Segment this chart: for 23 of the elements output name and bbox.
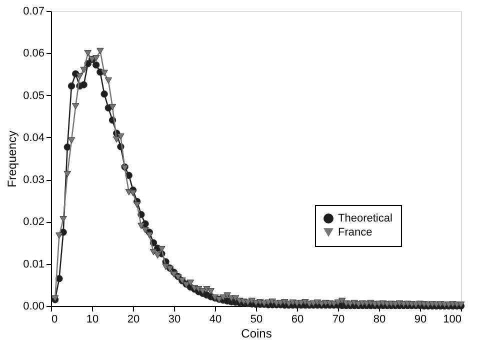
legend-label: France [338,226,372,238]
x-tick-label: 10 [86,314,99,326]
y-tick-label: 0.03 [23,174,44,186]
x-tick-label: 80 [373,314,386,326]
x-tick-label: 90 [414,314,427,326]
y-tick-label: 0.05 [23,90,44,102]
x-tick-label: 20 [127,314,140,326]
legend-label: Theoretical [338,212,392,224]
x-tick-label: 30 [168,314,181,326]
x-tick-label: 50 [250,314,263,326]
x-tick-label: 70 [332,314,345,326]
y-tick-label: 0.00 [23,300,44,312]
y-tick-label: 0.01 [23,258,44,270]
x-tick-label: 0 [52,314,58,326]
y-tick-label: 0.04 [23,132,44,144]
y-tick-label: 0.02 [23,216,44,228]
x-tick-label: 60 [291,314,304,326]
y-tick-label: 0.07 [23,6,44,18]
y-axis-title: Frequency [5,130,20,188]
x-tick-label: 100 [443,314,462,326]
x-tick-label: 40 [209,314,222,326]
x-axis-title: Coins [241,326,272,340]
y-tick-label: 0.06 [23,48,44,60]
